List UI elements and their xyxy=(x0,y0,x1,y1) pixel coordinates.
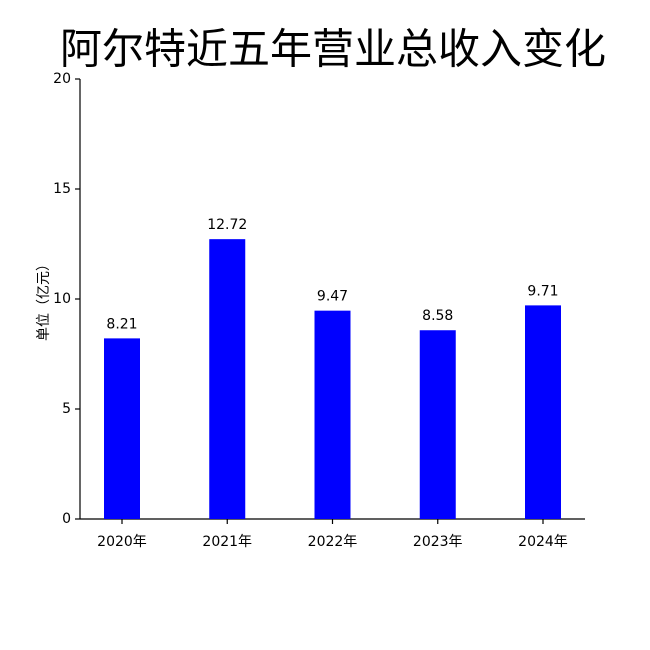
chart-title: 阿尔特近五年营业总收入变化 xyxy=(60,25,606,74)
x-tick-label: 2024年 xyxy=(518,534,568,550)
bar xyxy=(209,239,246,519)
value-label: 8.21 xyxy=(106,316,137,332)
x-tick-label: 2020年 xyxy=(97,534,147,550)
y-tick-label: 15 xyxy=(53,181,71,197)
value-label: 8.58 xyxy=(422,308,453,324)
y-tick-label: 10 xyxy=(53,291,71,307)
value-label: 9.47 xyxy=(317,289,348,305)
x-tick-label: 2022年 xyxy=(308,534,358,550)
x-tick-label: 2023年 xyxy=(413,534,463,550)
x-tick-label: 2021年 xyxy=(202,534,252,550)
bar xyxy=(314,310,351,519)
bar xyxy=(104,338,140,519)
y-tick-label: 20 xyxy=(53,71,71,87)
bar xyxy=(419,330,456,519)
y-tick-label: 0 xyxy=(62,511,71,527)
y-tick-label: 5 xyxy=(62,401,71,417)
value-label: 9.71 xyxy=(527,283,558,299)
y-axis-label: 单位（亿元） xyxy=(36,257,52,341)
value-label: 12.72 xyxy=(207,217,247,233)
bar xyxy=(525,305,561,519)
